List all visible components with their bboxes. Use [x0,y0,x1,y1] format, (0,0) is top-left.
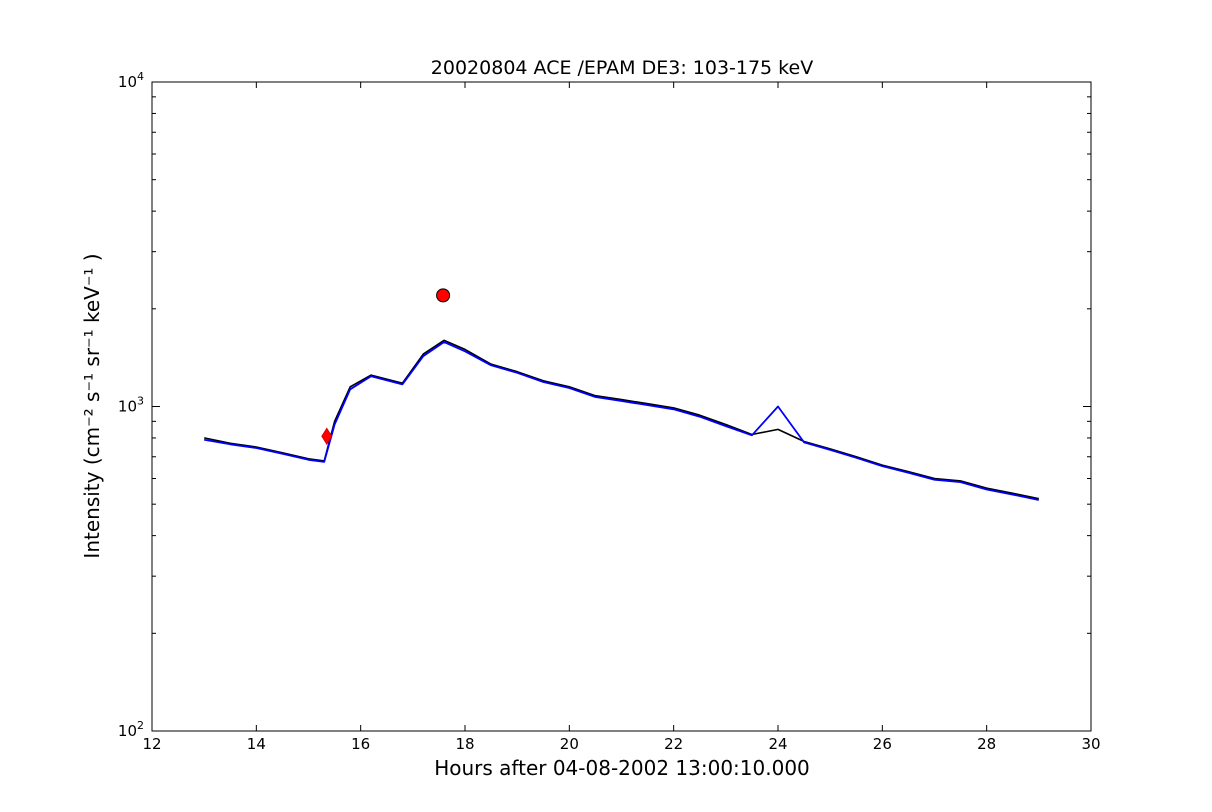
y-axis-label: Intensity (cm⁻² s⁻¹ sr⁻¹ keV⁻¹ ) [80,253,104,558]
x-axis-label: Hours after 04-08-2002 13:00:10.000 [434,756,810,780]
x-tick-label: 30 [1081,735,1100,753]
x-tick-label: 26 [873,735,892,753]
x-tick-label: 22 [664,735,683,753]
peak-marker-circle [436,288,451,303]
plot-content [204,288,1039,501]
x-tick-label: 12 [142,735,161,753]
x-tick-label: 18 [455,735,474,753]
y-tick-label-exponent: 3 [137,395,144,408]
x-tick-label: 20 [560,735,579,753]
y-tick-label-exponent: 4 [137,70,144,83]
y-tick-label-exponent: 2 [137,719,144,732]
onset-marker-diamond [321,427,333,445]
x-axis-ticks: 12 14 16 18 20 22 24 26 28 30 [142,82,1101,753]
x-tick-label: 16 [351,735,370,753]
x-tick-label: 14 [247,735,266,753]
x-tick-label: 28 [977,735,996,753]
chart-title: 20020804 ACE /EPAM DE3: 103-175 keV [431,57,813,79]
x-tick-label: 24 [768,735,787,753]
